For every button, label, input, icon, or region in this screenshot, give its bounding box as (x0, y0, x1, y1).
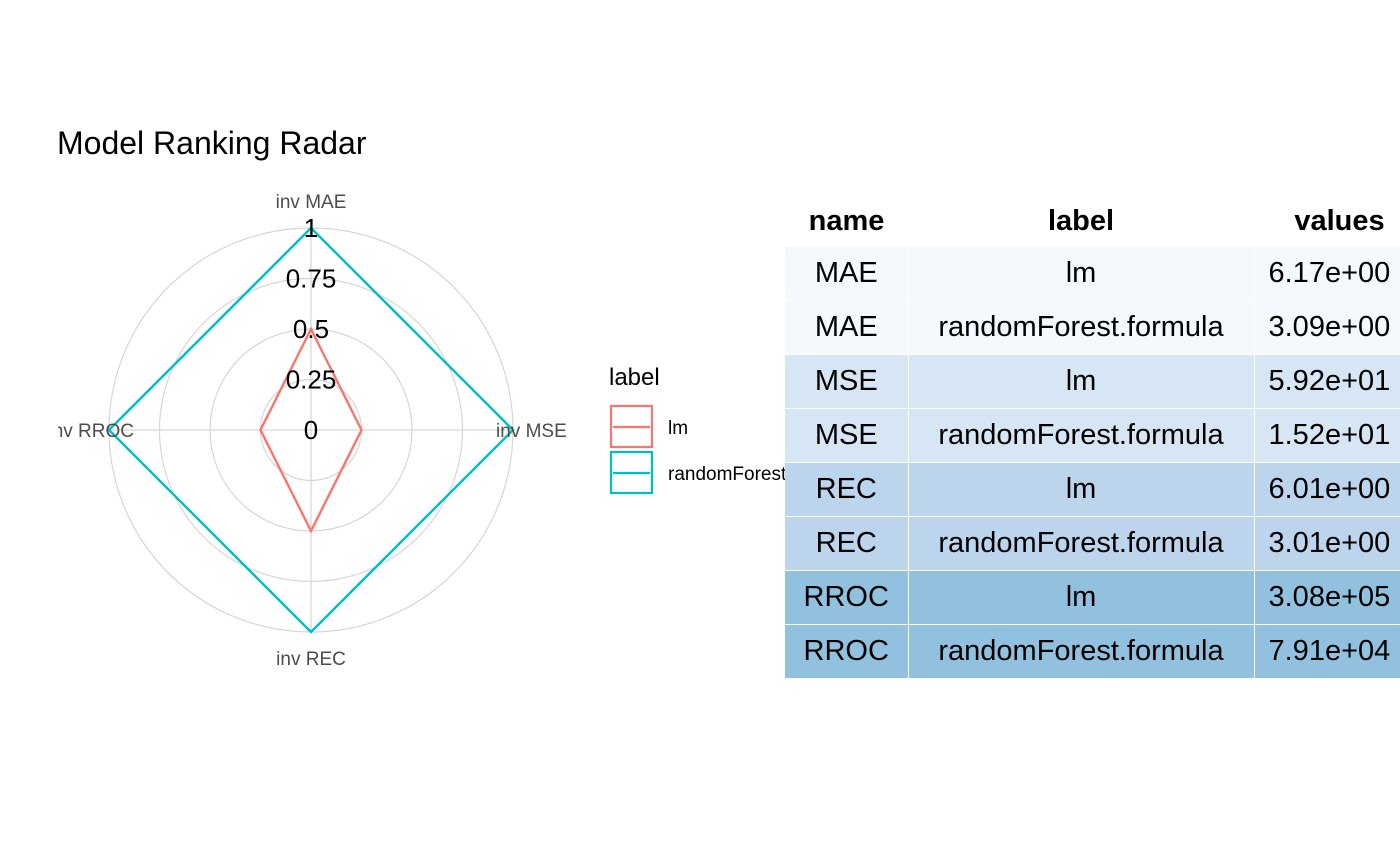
values-cell: 5.92e+01 (1254, 354, 1400, 409)
axis-label-0: inv MAE (276, 192, 347, 213)
table-header-row: name label values (785, 195, 1400, 247)
radial-tick-labels: 0 0.25 0.5 0.75 1 (286, 213, 337, 445)
radial-tick-label-1: 0.25 (286, 365, 337, 395)
label-cell: lm (908, 247, 1255, 301)
table-row: MSE randomForest.formula 1.52e+01 (785, 408, 1400, 463)
label-cell: randomForest.formula (908, 516, 1255, 571)
values-cell: 6.01e+00 (1254, 462, 1400, 517)
radar-series-0 (259, 326, 363, 534)
values-cell: 3.08e+05 (1254, 570, 1400, 625)
axis-labels: inv MAE inv MSE inv REC inv RROC (48, 192, 567, 670)
label-cell: randomForest.formula (908, 624, 1255, 679)
label-cell: lm (908, 570, 1255, 625)
metrics-table-container: name label values MAE lm 6.17e+00 MAE random… (785, 195, 1400, 679)
axis-label-3: inv RROC (48, 421, 134, 442)
values-cell: 3.09e+00 (1254, 300, 1400, 355)
metrics-table: name label values MAE lm 6.17e+00 MAE random… (785, 195, 1400, 679)
column-header-label: label (908, 195, 1254, 247)
legend-entry-1: randomForest.formula (668, 464, 785, 485)
label-cell: lm (908, 354, 1255, 409)
label-cell: randomForest.formula (908, 300, 1255, 355)
radial-tick-label-3: 0.75 (286, 264, 337, 294)
radar-series-group (107, 226, 515, 634)
radar-chart: Model Ranking Radar 0 0.25 0.5 0.75 1 inv MA… (48, 125, 785, 670)
legend-entry-0: lm (668, 418, 688, 439)
table-row: REC randomForest.formula 3.01e+00 (785, 516, 1400, 571)
radial-tick-label-2: 0.5 (293, 314, 329, 344)
chart-title: Model Ranking Radar (57, 125, 367, 161)
table-row: MAE lm 6.17e+00 (785, 247, 1400, 301)
values-cell: 3.01e+00 (1254, 516, 1400, 571)
legend-title: label (609, 364, 660, 391)
table-row: RROC randomForest.formula 7.91e+04 (785, 624, 1400, 679)
name-cell: MSE (785, 354, 909, 409)
name-cell: REC (785, 516, 909, 571)
table-row: MAE randomForest.formula 3.09e+00 (785, 300, 1400, 355)
table-row: RROC lm 3.08e+05 (785, 570, 1400, 625)
column-header-values: values (1254, 195, 1400, 247)
name-cell: MAE (785, 300, 909, 355)
name-cell: REC (785, 462, 909, 517)
values-cell: 6.17e+00 (1254, 247, 1400, 301)
name-cell: RROC (785, 570, 909, 625)
radial-tick-label-4: 1 (304, 213, 318, 243)
values-cell: 7.91e+04 (1254, 624, 1400, 679)
name-cell: MAE (785, 247, 909, 301)
name-cell: RROC (785, 624, 909, 679)
values-cell: 1.52e+01 (1254, 408, 1400, 463)
table-row: MSE lm 5.92e+01 (785, 354, 1400, 409)
legend: label lm randomForest.formula (609, 364, 785, 495)
radial-tick-label-0: 0 (304, 415, 318, 445)
column-header-name: name (785, 195, 908, 247)
label-cell: lm (908, 462, 1255, 517)
table-row: REC lm 6.01e+00 (785, 462, 1400, 517)
axis-label-1: inv MSE (496, 421, 567, 442)
label-cell: randomForest.formula (908, 408, 1255, 463)
name-cell: MSE (785, 408, 909, 463)
axis-label-2: inv REC (276, 649, 346, 670)
radar-series-1 (107, 226, 515, 634)
